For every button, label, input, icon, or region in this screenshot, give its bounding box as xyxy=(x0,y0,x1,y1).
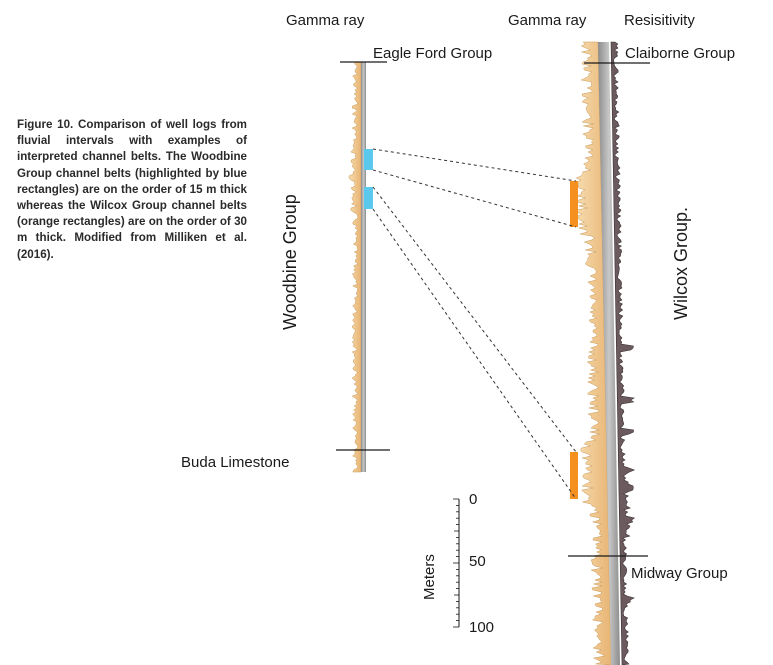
woodbine-group-label: Woodbine Group xyxy=(280,194,300,330)
gamma-ray-right-header: Gamma ray xyxy=(508,12,587,29)
woodbine-channel-belt-lower xyxy=(364,187,373,209)
resistivity-header: Resisitivity xyxy=(624,12,695,29)
eagle-ford-label: Eagle Ford Group xyxy=(373,45,492,62)
scale-tick-100: 100 xyxy=(469,619,494,636)
meters-scale-bar: 0 50 100 Meters xyxy=(421,491,494,636)
gamma-ray-left-header: Gamma ray xyxy=(286,12,365,29)
woodbine-log-axis xyxy=(361,62,366,472)
woodbine-gamma-curve xyxy=(348,61,362,473)
wilcox-gamma-curve xyxy=(575,41,612,665)
correlation-line xyxy=(372,208,577,500)
claiborne-group-label: Claiborne Group xyxy=(625,45,735,62)
figure-caption: Figure 10. Comparison of well logs from … xyxy=(17,118,247,261)
correlation-line xyxy=(372,169,577,228)
wilcox-group-label: Wilcox Group. xyxy=(671,207,691,320)
correlation-line xyxy=(372,148,577,182)
woodbine-well-log xyxy=(348,61,366,473)
scale-tick-50: 50 xyxy=(469,553,486,570)
wilcox-channel-belt-upper xyxy=(570,181,578,227)
wilcox-well-log xyxy=(575,41,636,665)
buda-limestone-label: Buda Limestone xyxy=(181,454,289,471)
correlation-lines xyxy=(372,148,577,500)
wilcox-channel-belt-lower xyxy=(570,452,578,499)
wilcox-log-axis xyxy=(598,42,620,665)
wilcox-resistivity-curve xyxy=(610,41,636,665)
meters-axis-label: Meters xyxy=(421,554,438,600)
scale-tick-0: 0 xyxy=(469,491,477,508)
correlation-line xyxy=(372,186,577,453)
woodbine-channel-belt-upper xyxy=(364,149,373,170)
midway-group-label: Midway Group xyxy=(631,565,728,582)
scale-ticks xyxy=(453,498,459,628)
